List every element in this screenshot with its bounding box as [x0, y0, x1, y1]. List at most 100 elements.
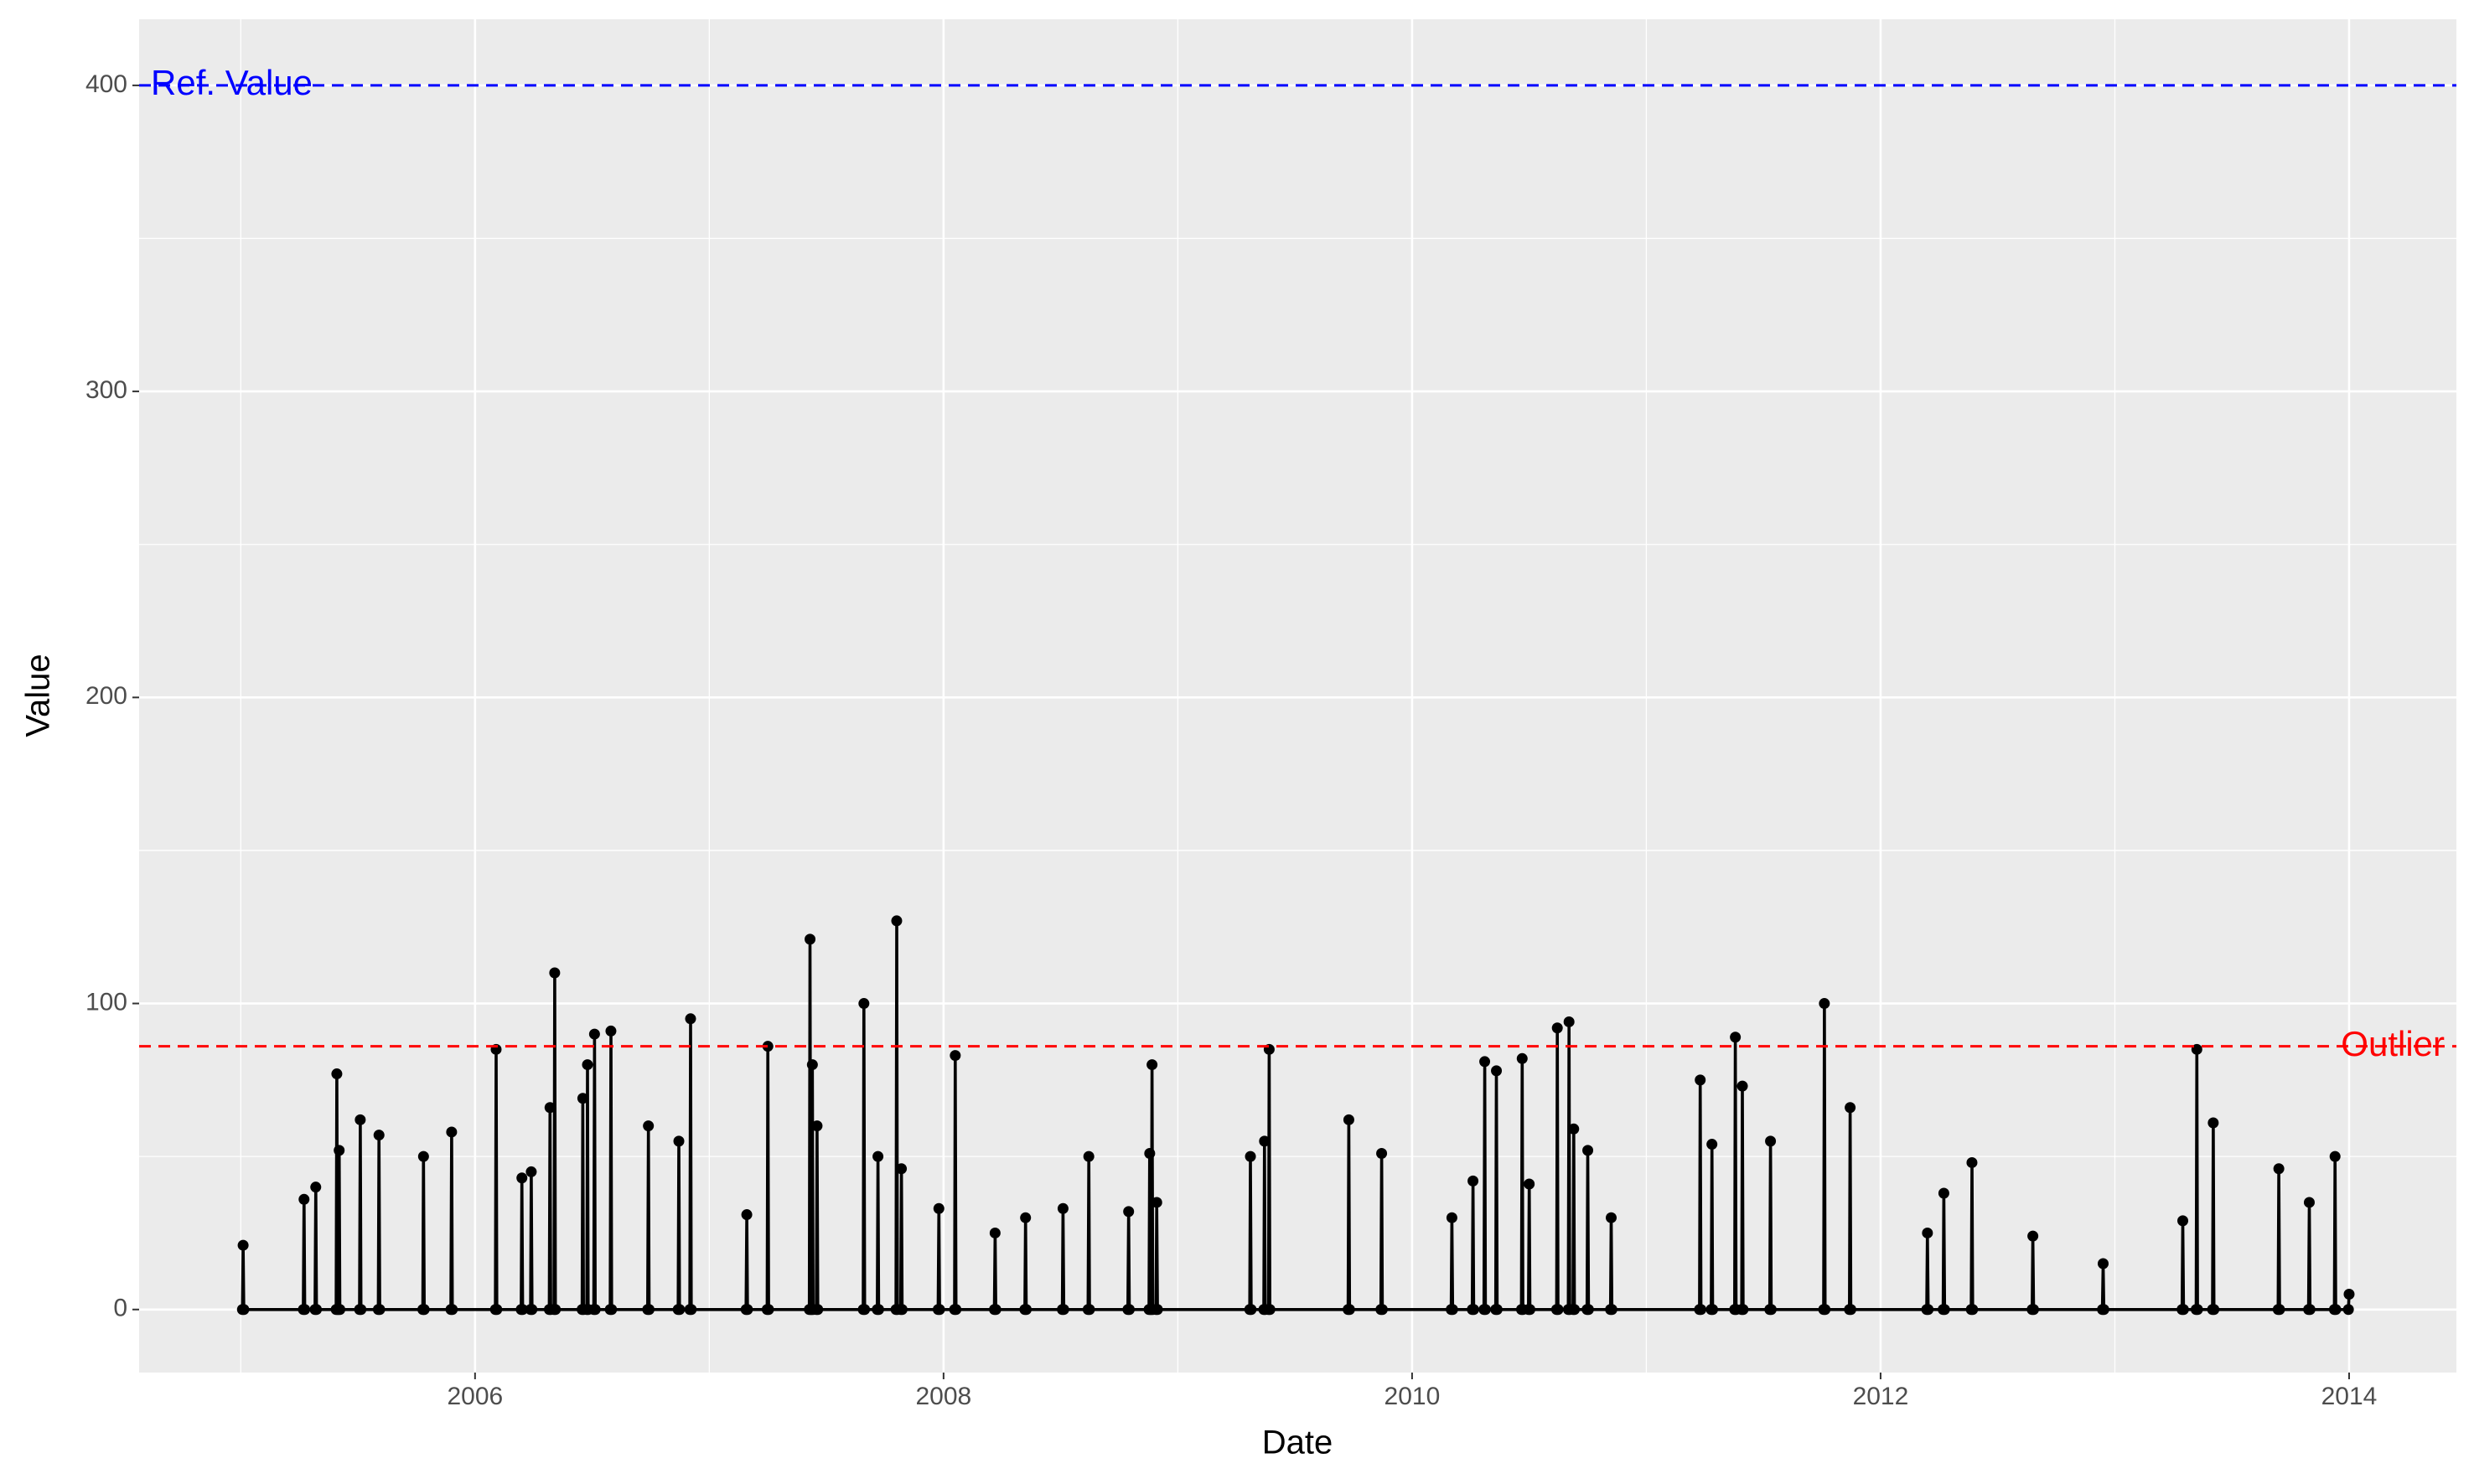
x-tick-label: 2008 — [915, 1383, 971, 1410]
data-point — [1707, 1304, 1719, 1316]
data-point — [1524, 1304, 1536, 1316]
data-point — [1695, 1304, 1707, 1316]
data-point — [1259, 1135, 1271, 1147]
data-point — [1245, 1304, 1257, 1316]
data-point — [1568, 1123, 1580, 1135]
data-point — [643, 1120, 655, 1132]
data-point — [2303, 1197, 2315, 1208]
data-point — [418, 1304, 430, 1316]
data-point — [1695, 1074, 1706, 1086]
data-point — [896, 1304, 908, 1316]
data-point — [1376, 1304, 1388, 1316]
data-point — [1569, 1304, 1581, 1316]
data-point — [1146, 1059, 1158, 1071]
data-point — [1479, 1056, 1491, 1068]
data-point — [950, 1304, 962, 1316]
data-point — [1124, 1304, 1136, 1316]
data-point — [2343, 1289, 2355, 1300]
data-point — [588, 1028, 600, 1040]
data-point — [238, 1304, 250, 1316]
data-point — [1151, 1197, 1162, 1208]
data-point — [1343, 1304, 1355, 1316]
data-point — [805, 933, 816, 945]
data-point — [2304, 1304, 2316, 1316]
y-axis-title: Value — [20, 654, 57, 737]
data-point — [1020, 1212, 1032, 1223]
data-point — [1245, 1150, 1256, 1162]
reference-label: Outlier — [2341, 1024, 2445, 1063]
data-point — [1563, 1016, 1575, 1027]
data-point — [859, 1304, 871, 1316]
data-point — [526, 1304, 538, 1316]
data-point — [1152, 1304, 1163, 1316]
data-point — [1264, 1304, 1276, 1316]
data-point — [1737, 1304, 1749, 1316]
data-point — [1845, 1304, 1856, 1316]
data-point — [644, 1304, 655, 1316]
data-point — [763, 1304, 774, 1316]
data-point — [1084, 1304, 1095, 1316]
data-point — [2177, 1304, 2189, 1316]
data-point — [334, 1304, 346, 1316]
data-point — [577, 1093, 588, 1104]
data-point — [762, 1041, 774, 1052]
data-point — [446, 1126, 458, 1138]
data-point — [1582, 1145, 1594, 1156]
data-point — [299, 1304, 311, 1316]
x-axis-title: Date — [1262, 1425, 1333, 1461]
data-point — [491, 1304, 503, 1316]
data-point — [1343, 1114, 1354, 1125]
data-point — [950, 1050, 961, 1062]
data-point — [742, 1304, 753, 1316]
data-point — [310, 1182, 322, 1193]
data-point — [2027, 1230, 2039, 1242]
data-point — [741, 1209, 753, 1221]
data-point — [298, 1193, 310, 1205]
data-point — [1057, 1202, 1069, 1214]
data-point — [2098, 1304, 2109, 1316]
data-point — [1706, 1139, 1718, 1150]
data-point — [2207, 1117, 2219, 1129]
y-tick-label: 300 — [85, 376, 127, 404]
data-point — [674, 1304, 686, 1316]
data-point — [355, 1304, 367, 1316]
data-point — [1605, 1212, 1617, 1223]
data-point — [1491, 1065, 1503, 1077]
data-point — [1551, 1022, 1563, 1034]
data-point — [989, 1227, 1001, 1238]
x-tick-label: 2006 — [447, 1383, 503, 1410]
data-point — [891, 915, 903, 927]
data-point — [858, 998, 870, 1010]
data-point — [1966, 1156, 1978, 1168]
data-point — [1938, 1304, 1950, 1316]
data-point — [1123, 1206, 1135, 1218]
data-point — [1819, 998, 1830, 1010]
data-point — [2273, 1163, 2285, 1175]
data-point — [1447, 1304, 1458, 1316]
data-point — [544, 1102, 556, 1114]
data-point — [582, 1059, 593, 1071]
y-tick-label: 0 — [113, 1295, 127, 1322]
data-point — [1021, 1304, 1033, 1316]
y-tick-label: 400 — [85, 70, 127, 98]
data-point — [686, 1304, 697, 1316]
data-point — [1845, 1102, 1856, 1114]
data-point — [806, 1059, 818, 1071]
y-tick-label: 100 — [85, 988, 127, 1016]
data-point — [1516, 1052, 1528, 1064]
data-point — [1730, 1032, 1742, 1043]
plot-panel — [139, 19, 2456, 1373]
data-point — [872, 1150, 884, 1162]
data-point — [872, 1304, 884, 1316]
data-point — [1765, 1135, 1777, 1147]
data-point — [2191, 1043, 2202, 1055]
data-point — [1606, 1304, 1617, 1316]
data-point — [1491, 1304, 1503, 1316]
data-point — [311, 1304, 323, 1316]
data-point — [2329, 1150, 2341, 1162]
data-point — [2208, 1304, 2220, 1316]
data-point — [933, 1202, 945, 1214]
data-point — [447, 1304, 458, 1316]
data-point — [1923, 1304, 1934, 1316]
